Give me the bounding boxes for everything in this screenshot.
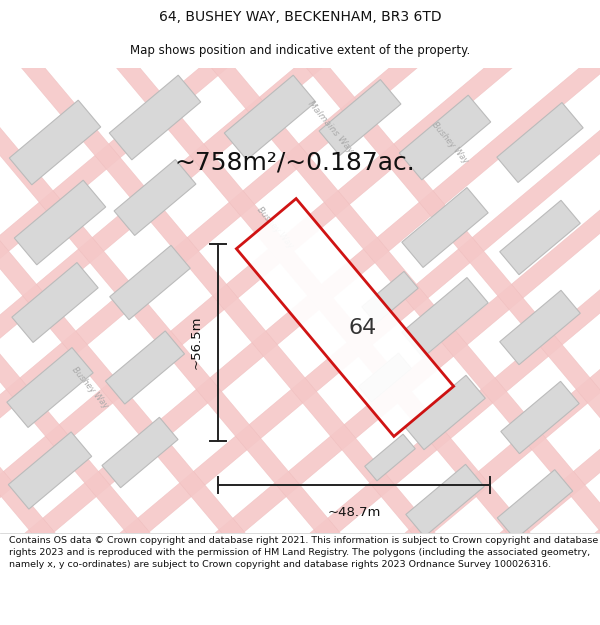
Text: Bushey Way: Bushey Way — [255, 205, 295, 250]
Polygon shape — [0, 0, 390, 589]
Polygon shape — [0, 0, 485, 589]
Polygon shape — [12, 262, 98, 343]
Polygon shape — [102, 418, 178, 488]
Polygon shape — [0, 0, 92, 588]
Polygon shape — [406, 464, 484, 537]
Polygon shape — [9, 100, 101, 185]
Polygon shape — [500, 290, 580, 365]
Polygon shape — [0, 0, 187, 588]
Polygon shape — [0, 0, 282, 588]
Polygon shape — [0, 0, 600, 589]
Text: 64, BUSHEY WAY, BECKENHAM, BR3 6TD: 64, BUSHEY WAY, BECKENHAM, BR3 6TD — [158, 10, 442, 24]
Polygon shape — [362, 271, 418, 324]
Polygon shape — [70, 0, 600, 588]
Polygon shape — [500, 200, 580, 275]
Polygon shape — [109, 75, 201, 160]
Text: ~758m²/~0.187ac.: ~758m²/~0.187ac. — [175, 151, 415, 174]
Polygon shape — [0, 0, 472, 588]
Text: Map shows position and indicative extent of the property.: Map shows position and indicative extent… — [130, 44, 470, 57]
Polygon shape — [259, 0, 600, 589]
Polygon shape — [0, 0, 295, 589]
Polygon shape — [14, 180, 106, 265]
Text: 64: 64 — [349, 318, 377, 338]
Text: Bushey Way: Bushey Way — [70, 365, 110, 410]
Polygon shape — [405, 375, 485, 450]
Polygon shape — [0, 0, 377, 588]
Polygon shape — [449, 0, 600, 589]
Polygon shape — [365, 434, 415, 481]
Polygon shape — [164, 0, 600, 589]
Text: Malmains Way: Malmains Way — [305, 99, 355, 156]
Polygon shape — [319, 79, 401, 156]
Polygon shape — [8, 432, 92, 509]
Polygon shape — [114, 159, 196, 236]
Text: Contains OS data © Crown copyright and database right 2021. This information is : Contains OS data © Crown copyright and d… — [9, 536, 598, 569]
Polygon shape — [399, 95, 491, 180]
Polygon shape — [501, 381, 579, 454]
Polygon shape — [69, 0, 600, 589]
Polygon shape — [544, 0, 600, 589]
Text: Bushey Way: Bushey Way — [430, 120, 470, 165]
Polygon shape — [402, 278, 488, 358]
Polygon shape — [0, 0, 567, 588]
Text: ~48.7m: ~48.7m — [328, 506, 380, 519]
Polygon shape — [224, 75, 316, 160]
Text: ~56.5m: ~56.5m — [190, 316, 203, 369]
Polygon shape — [0, 0, 580, 589]
Polygon shape — [359, 353, 412, 402]
Polygon shape — [236, 199, 454, 436]
Polygon shape — [497, 102, 583, 182]
Polygon shape — [110, 245, 190, 320]
Polygon shape — [7, 348, 93, 428]
Polygon shape — [497, 469, 573, 539]
Polygon shape — [402, 188, 488, 268]
Polygon shape — [106, 331, 185, 404]
Polygon shape — [354, 0, 600, 589]
Polygon shape — [164, 0, 600, 588]
